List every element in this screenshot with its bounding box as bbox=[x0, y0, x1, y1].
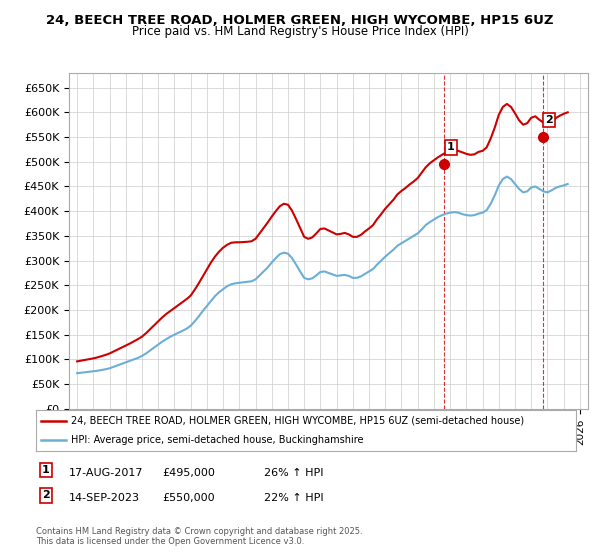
Text: 1: 1 bbox=[42, 465, 50, 475]
Text: 14-SEP-2023: 14-SEP-2023 bbox=[69, 493, 140, 503]
Text: 22% ↑ HPI: 22% ↑ HPI bbox=[264, 493, 323, 503]
Text: 26% ↑ HPI: 26% ↑ HPI bbox=[264, 468, 323, 478]
Text: 2: 2 bbox=[545, 115, 553, 125]
Text: 1: 1 bbox=[447, 142, 455, 152]
Text: 24, BEECH TREE ROAD, HOLMER GREEN, HIGH WYCOMBE, HP15 6UZ: 24, BEECH TREE ROAD, HOLMER GREEN, HIGH … bbox=[46, 14, 554, 27]
Text: Contains HM Land Registry data © Crown copyright and database right 2025.
This d: Contains HM Land Registry data © Crown c… bbox=[36, 526, 362, 546]
Text: £495,000: £495,000 bbox=[162, 468, 215, 478]
Text: £550,000: £550,000 bbox=[162, 493, 215, 503]
Text: 2: 2 bbox=[42, 491, 50, 501]
Text: HPI: Average price, semi-detached house, Buckinghamshire: HPI: Average price, semi-detached house,… bbox=[71, 435, 364, 445]
Text: 17-AUG-2017: 17-AUG-2017 bbox=[69, 468, 143, 478]
Text: Price paid vs. HM Land Registry's House Price Index (HPI): Price paid vs. HM Land Registry's House … bbox=[131, 25, 469, 38]
Text: 24, BEECH TREE ROAD, HOLMER GREEN, HIGH WYCOMBE, HP15 6UZ (semi-detached house): 24, BEECH TREE ROAD, HOLMER GREEN, HIGH … bbox=[71, 416, 524, 426]
